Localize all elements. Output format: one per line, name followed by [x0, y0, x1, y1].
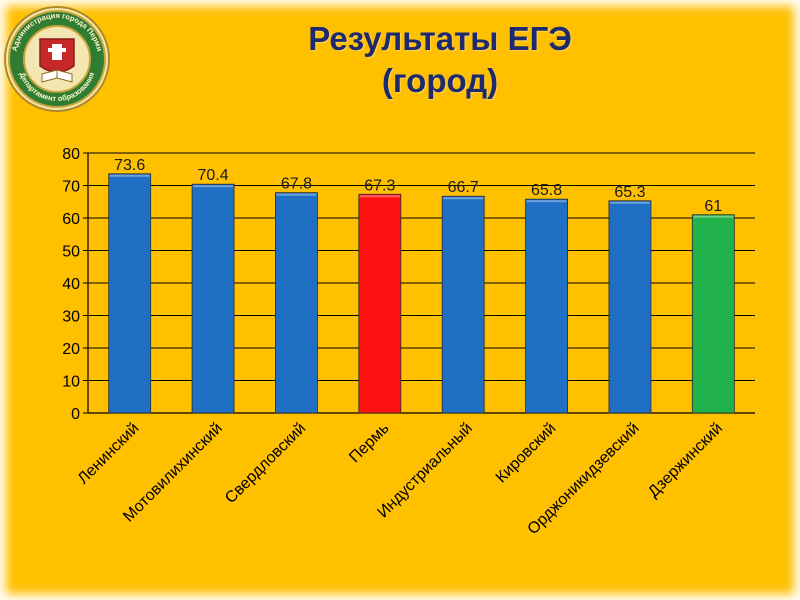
- bar-highlight: [609, 201, 650, 204]
- bar-highlight: [109, 174, 150, 177]
- y-tick-label: 30: [62, 309, 80, 326]
- data-label: 65.8: [531, 182, 562, 199]
- bar: [441, 195, 485, 414]
- data-label: 67.3: [364, 177, 395, 194]
- data-label: 61: [704, 198, 722, 215]
- title-line-2: (город): [381, 62, 499, 99]
- x-tick-label: Ленинский: [75, 420, 143, 488]
- bar: [608, 200, 652, 414]
- y-tick-label: 40: [62, 276, 80, 293]
- bar: [275, 192, 318, 414]
- slide-title: Результаты ЕГЭ (город): [250, 18, 630, 102]
- x-tick-label: Пермь: [346, 420, 392, 466]
- data-label: 73.6: [114, 157, 145, 174]
- bar-highlight: [193, 185, 234, 188]
- bar: [358, 193, 402, 414]
- city-emblem-logo: Администрация города Перми Департамент о…: [4, 6, 110, 112]
- bar-highlight: [443, 197, 484, 200]
- bar-highlight: [526, 200, 567, 203]
- bar: [108, 173, 152, 414]
- y-tick-label: 70: [62, 179, 80, 196]
- bar: [691, 214, 735, 414]
- bar: [191, 183, 235, 414]
- y-tick-label: 10: [62, 374, 80, 391]
- x-tick-label: Индустриальный: [375, 420, 476, 521]
- y-tick-label: 60: [62, 211, 80, 228]
- y-tick-label: 80: [62, 146, 80, 163]
- x-tick-label: Свердловский: [222, 420, 309, 507]
- y-tick-label: 20: [62, 341, 80, 358]
- x-tick-label: Дзержинский: [645, 420, 726, 501]
- bar-highlight: [359, 195, 400, 198]
- data-label: 66.7: [448, 179, 479, 196]
- bar-highlight: [693, 215, 734, 218]
- data-label: 67.8: [281, 176, 312, 193]
- x-tick-label: Кировский: [493, 420, 560, 487]
- title-line-1: Результаты ЕГЭ: [308, 20, 572, 57]
- y-tick-label: 0: [71, 406, 80, 423]
- bar: [525, 198, 568, 414]
- data-label: 70.4: [197, 167, 228, 184]
- y-tick-label: 50: [62, 244, 80, 261]
- data-label: 65.3: [614, 184, 645, 201]
- bar-highlight: [276, 193, 317, 196]
